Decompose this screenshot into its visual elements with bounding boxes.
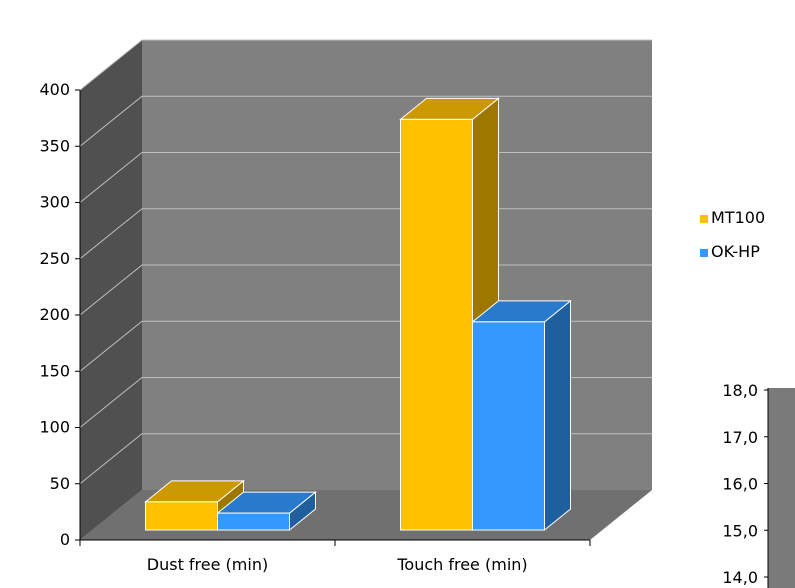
legend-label: MT100 bbox=[711, 208, 765, 227]
bar-side bbox=[545, 301, 571, 530]
y-tick-label: 0 bbox=[60, 530, 70, 549]
bar-front bbox=[146, 502, 218, 530]
legend-label: OK-HP bbox=[711, 242, 760, 261]
y-tick-label: 150 bbox=[39, 361, 70, 380]
y-tick-label: 250 bbox=[39, 249, 70, 268]
bar-front bbox=[401, 119, 473, 530]
bar-front bbox=[218, 513, 290, 530]
y-tick-label: 350 bbox=[39, 136, 70, 155]
legend-swatch bbox=[700, 249, 708, 257]
legend-swatch bbox=[700, 215, 708, 223]
bar bbox=[473, 301, 571, 530]
x-tick-label: Touch free (min) bbox=[396, 555, 527, 574]
y-tick-label: 100 bbox=[39, 418, 70, 437]
y-tick-label: 300 bbox=[39, 193, 70, 212]
bar-front bbox=[473, 322, 545, 530]
y-tick-label: 16,0 bbox=[722, 475, 758, 494]
y-tick-label: 200 bbox=[39, 305, 70, 324]
y-tick-label: 15,0 bbox=[722, 521, 758, 540]
x-tick-label: Dust free (min) bbox=[147, 555, 268, 574]
partial-plot-wall bbox=[768, 388, 795, 588]
y-tick-label: 14,0 bbox=[722, 568, 758, 587]
y-tick-label: 400 bbox=[39, 80, 70, 99]
y-tick-label: 50 bbox=[50, 474, 70, 493]
y-tick-label: 17,0 bbox=[722, 428, 758, 447]
y-tick-label: 18,0 bbox=[722, 381, 758, 400]
